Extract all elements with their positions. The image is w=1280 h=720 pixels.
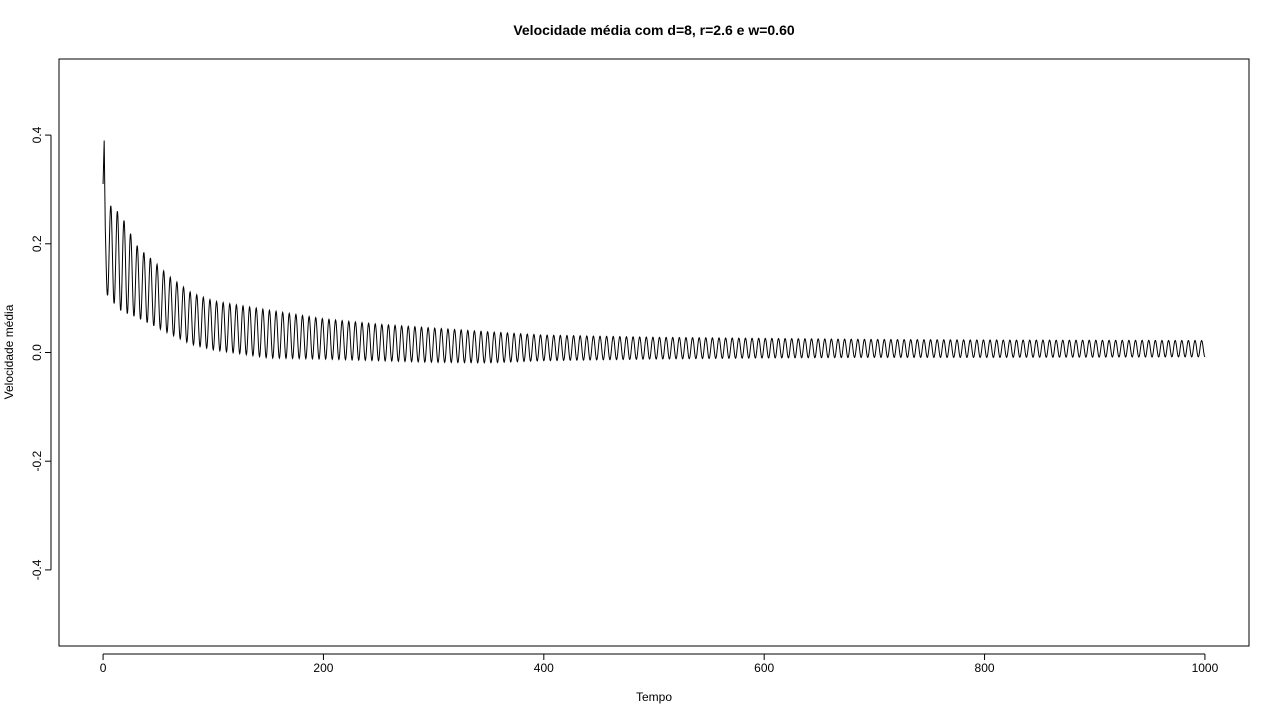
y-tick-label: -0.4 [30,559,44,580]
x-axis-label: Tempo [636,690,672,704]
y-tick-label: -0.2 [30,451,44,472]
x-tick-label: 200 [313,661,333,675]
y-tick-label: 0.0 [30,344,44,361]
y-axis-label: Velocidade média [2,304,16,399]
chart-title: Velocidade média com d=8, r=2.6 e w=0.60 [513,22,795,38]
series-line [102,140,1206,364]
x-axis: 0 200 400 600 800 1000 [100,653,1219,675]
plot-frame [58,58,1250,647]
y-axis: -0.4 -0.2 0.0 0.2 0.4 [30,126,52,580]
y-tick-label: 0.2 [30,235,44,252]
y-tick-label: 0.4 [30,126,44,143]
x-tick-label: 400 [534,661,554,675]
x-tick-label: 800 [975,661,995,675]
x-tick-label: 0 [100,661,107,675]
x-tick-label: 600 [754,661,774,675]
x-tick-label: 1000 [1192,661,1219,675]
